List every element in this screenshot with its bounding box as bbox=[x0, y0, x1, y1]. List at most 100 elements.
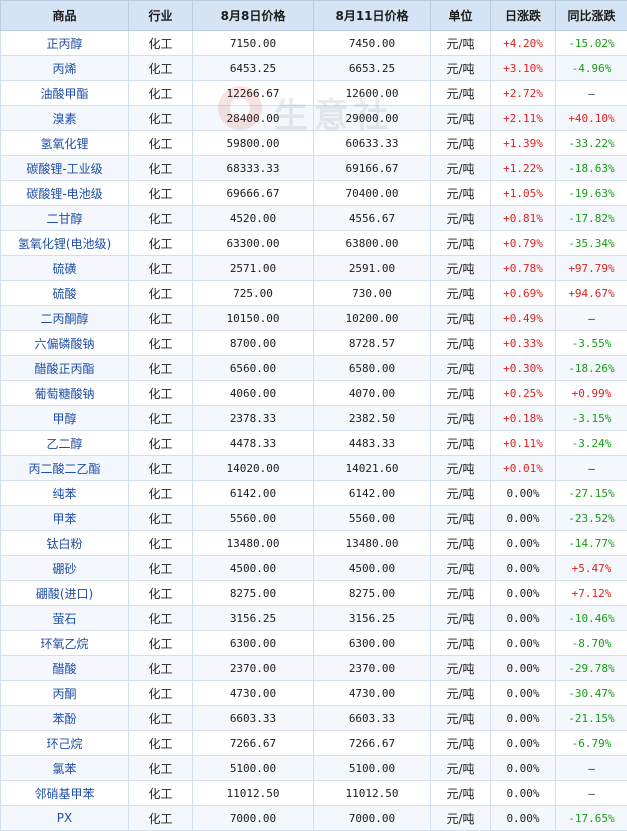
commodity-name[interactable]: 硼酸(进口) bbox=[0, 580, 129, 606]
price-aug11: 5100.00 bbox=[313, 755, 431, 781]
daily-change: +0.11% bbox=[490, 430, 556, 456]
industry: 化工 bbox=[128, 55, 193, 81]
price-aug11: 8728.57 bbox=[313, 330, 431, 356]
industry: 化工 bbox=[128, 530, 193, 556]
commodity-name[interactable]: 甲醇 bbox=[0, 405, 129, 431]
price-aug8: 2370.00 bbox=[192, 655, 314, 681]
yoy-change: -10.46% bbox=[555, 605, 627, 631]
unit: 元/吨 bbox=[430, 230, 491, 256]
price-aug8: 6603.33 bbox=[192, 705, 314, 731]
commodity-name[interactable]: 硼砂 bbox=[0, 555, 129, 581]
industry: 化工 bbox=[128, 430, 193, 456]
commodity-name[interactable]: 环己烷 bbox=[0, 730, 129, 756]
price-aug8: 12266.67 bbox=[192, 80, 314, 106]
unit: 元/吨 bbox=[430, 605, 491, 631]
yoy-change: -18.63% bbox=[555, 155, 627, 181]
unit: 元/吨 bbox=[430, 105, 491, 131]
price-aug8: 59800.00 bbox=[192, 130, 314, 156]
unit: 元/吨 bbox=[430, 755, 491, 781]
header-industry[interactable]: 行业 bbox=[128, 0, 193, 31]
table-row: 六偏磷酸钠 化工 8700.00 8728.57 元/吨 +0.33% -3.55% bbox=[0, 330, 627, 356]
header-yoy-change[interactable]: 同比涨跌 bbox=[555, 0, 627, 31]
unit: 元/吨 bbox=[430, 530, 491, 556]
commodity-name[interactable]: 邻硝基甲苯 bbox=[0, 780, 129, 806]
unit: 元/吨 bbox=[430, 480, 491, 506]
price-aug11: 12600.00 bbox=[313, 80, 431, 106]
table-row: 溴素 化工 28400.00 29000.00 元/吨 +2.11% +40.10% bbox=[0, 105, 627, 131]
yoy-change: -21.15% bbox=[555, 705, 627, 731]
price-aug11: 4483.33 bbox=[313, 430, 431, 456]
commodity-name[interactable]: PX bbox=[0, 805, 129, 831]
commodity-name[interactable]: 乙二醇 bbox=[0, 430, 129, 456]
price-aug8: 7150.00 bbox=[192, 30, 314, 56]
commodity-name[interactable]: 葡萄糖酸钠 bbox=[0, 380, 129, 406]
commodity-name[interactable]: 硫磺 bbox=[0, 255, 129, 281]
commodity-name[interactable]: 二丙酮醇 bbox=[0, 305, 129, 331]
commodity-name[interactable]: 正丙醇 bbox=[0, 30, 129, 56]
unit: 元/吨 bbox=[430, 55, 491, 81]
header-daily-change[interactable]: 日涨跌 bbox=[490, 0, 556, 31]
header-unit[interactable]: 单位 bbox=[430, 0, 491, 31]
unit: 元/吨 bbox=[430, 780, 491, 806]
commodity-name[interactable]: 甲苯 bbox=[0, 505, 129, 531]
header-price-aug8[interactable]: 8月8日价格 bbox=[192, 0, 314, 31]
price-aug8: 6300.00 bbox=[192, 630, 314, 656]
price-aug8: 28400.00 bbox=[192, 105, 314, 131]
price-aug8: 11012.50 bbox=[192, 780, 314, 806]
yoy-change: — bbox=[555, 80, 627, 106]
header-commodity[interactable]: 商品 bbox=[0, 0, 129, 31]
commodity-name[interactable]: 钛白粉 bbox=[0, 530, 129, 556]
commodity-name[interactable]: 醋酸 bbox=[0, 655, 129, 681]
price-aug8: 6560.00 bbox=[192, 355, 314, 381]
commodity-name[interactable]: 氢氧化锂(电池级) bbox=[0, 230, 129, 256]
industry: 化工 bbox=[128, 630, 193, 656]
commodity-name[interactable]: 硫酸 bbox=[0, 280, 129, 306]
commodity-name[interactable]: 纯苯 bbox=[0, 480, 129, 506]
unit: 元/吨 bbox=[430, 730, 491, 756]
unit: 元/吨 bbox=[430, 280, 491, 306]
commodity-name[interactable]: 氯苯 bbox=[0, 755, 129, 781]
yoy-change: +7.12% bbox=[555, 580, 627, 606]
table-row: 油酸甲酯 化工 12266.67 12600.00 元/吨 +2.72% — bbox=[0, 80, 627, 106]
table-header-row: 商品 行业 8月8日价格 8月11日价格 单位 日涨跌 同比涨跌 bbox=[0, 0, 627, 31]
unit: 元/吨 bbox=[430, 630, 491, 656]
yoy-change: — bbox=[555, 780, 627, 806]
yoy-change: -27.15% bbox=[555, 480, 627, 506]
commodity-name[interactable]: 醋酸正丙酯 bbox=[0, 355, 129, 381]
yoy-change: -17.65% bbox=[555, 805, 627, 831]
price-aug8: 3156.25 bbox=[192, 605, 314, 631]
price-aug8: 8700.00 bbox=[192, 330, 314, 356]
commodity-name[interactable]: 溴素 bbox=[0, 105, 129, 131]
commodity-name[interactable]: 碳酸锂-电池级 bbox=[0, 180, 129, 206]
commodity-name[interactable]: 油酸甲酯 bbox=[0, 80, 129, 106]
price-aug8: 7266.67 bbox=[192, 730, 314, 756]
daily-change: +4.20% bbox=[490, 30, 556, 56]
table-row: 氯苯 化工 5100.00 5100.00 元/吨 0.00% — bbox=[0, 755, 627, 781]
commodity-name[interactable]: 丙烯 bbox=[0, 55, 129, 81]
industry: 化工 bbox=[128, 730, 193, 756]
commodity-name[interactable]: 丙二酸二乙酯 bbox=[0, 455, 129, 481]
commodity-name[interactable]: 二甘醇 bbox=[0, 205, 129, 231]
commodity-name[interactable]: 碳酸锂-工业级 bbox=[0, 155, 129, 181]
yoy-change: — bbox=[555, 455, 627, 481]
price-aug8: 4520.00 bbox=[192, 205, 314, 231]
commodity-name[interactable]: 丙酮 bbox=[0, 680, 129, 706]
daily-change: +0.69% bbox=[490, 280, 556, 306]
commodity-name[interactable]: 萤石 bbox=[0, 605, 129, 631]
header-price-aug11[interactable]: 8月11日价格 bbox=[313, 0, 431, 31]
industry: 化工 bbox=[128, 255, 193, 281]
commodity-name[interactable]: 六偏磷酸钠 bbox=[0, 330, 129, 356]
unit: 元/吨 bbox=[430, 155, 491, 181]
commodity-name[interactable]: 苯酚 bbox=[0, 705, 129, 731]
yoy-change: +94.67% bbox=[555, 280, 627, 306]
price-aug8: 2571.00 bbox=[192, 255, 314, 281]
table-row: 萤石 化工 3156.25 3156.25 元/吨 0.00% -10.46% bbox=[0, 605, 627, 631]
commodity-name[interactable]: 环氧乙烷 bbox=[0, 630, 129, 656]
daily-change: 0.00% bbox=[490, 605, 556, 631]
industry: 化工 bbox=[128, 405, 193, 431]
yoy-change: -35.34% bbox=[555, 230, 627, 256]
commodity-name[interactable]: 氢氧化锂 bbox=[0, 130, 129, 156]
daily-change: +0.49% bbox=[490, 305, 556, 331]
daily-change: +0.78% bbox=[490, 255, 556, 281]
table-row: 硫酸 化工 725.00 730.00 元/吨 +0.69% +94.67% bbox=[0, 280, 627, 306]
